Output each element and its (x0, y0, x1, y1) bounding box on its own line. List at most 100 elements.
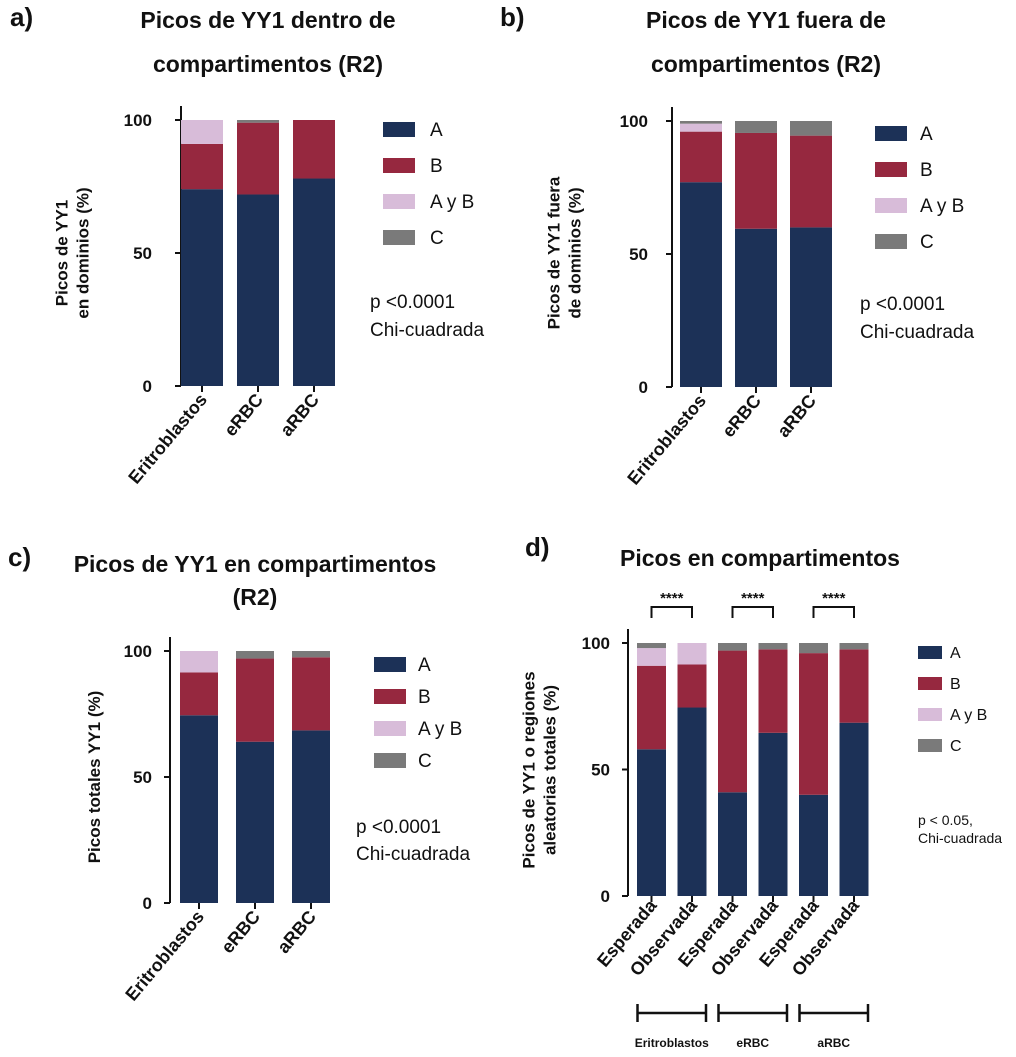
bar-segment-B (292, 657, 330, 731)
legend-swatch-A (875, 126, 907, 141)
chart-title: compartimentos (R2) (153, 51, 383, 77)
x-tick-label: aRBC (276, 390, 323, 440)
bar-segment-AyB (180, 651, 218, 673)
bar-segment-A (180, 715, 218, 903)
panel-c: c) Picos de YY1 en compartimentos (R2) Pico… (8, 542, 470, 1005)
bar-segment-AyB (680, 123, 722, 132)
significance-bracket (650, 606, 693, 618)
bar-segment-C (237, 120, 279, 123)
y-tick-label: 0 (143, 377, 152, 396)
bar-segment-C (799, 643, 828, 654)
y-tick-label: 100 (620, 112, 648, 131)
bar-segment-A (839, 722, 869, 896)
x-tick-label: Eritroblastos (124, 390, 211, 488)
legend-label: A y B (418, 719, 462, 740)
y-tick-label: 0 (143, 894, 152, 913)
y-axis-label-line: de dominios (%) (566, 187, 585, 318)
bar-segment-A (718, 792, 747, 896)
bar-segment-AyB (637, 648, 666, 666)
group-bracket (798, 1004, 870, 1022)
bar-segment-A (237, 194, 279, 386)
bar-segment-C (637, 643, 666, 649)
bar-segment-B (677, 664, 707, 708)
bar-segment-B (236, 658, 274, 742)
y-axis-label: Picos de YY1 o regiones aleatorias totale… (520, 671, 560, 868)
legend-label: C (920, 232, 934, 253)
y-tick-label: 100 (124, 111, 152, 130)
y-tick-label: 100 (582, 634, 610, 653)
bar-segment-B (237, 122, 279, 195)
stats-annotation: Chi-cuadrada (370, 320, 484, 341)
legend-label: A (950, 645, 961, 662)
bar-segment-A (735, 228, 777, 387)
y-tick-label: 100 (124, 642, 152, 661)
bar-segment-C (839, 643, 869, 650)
bar-segment-A (758, 732, 788, 896)
legend-swatch-C (374, 753, 406, 768)
bar-segment-B (680, 131, 722, 183)
significance-bracket (731, 606, 774, 618)
legend-swatch-AyB (383, 194, 415, 209)
significance-bracket (812, 606, 855, 618)
legend-label: B (418, 687, 431, 708)
y-axis-label: Picos de YY1 en dominios (%) (53, 187, 93, 318)
significance-stars: **** (822, 590, 846, 607)
stats-annotation: p <0.0001 (356, 817, 441, 838)
bar-segment-C (718, 643, 747, 651)
bar-segment-C (790, 121, 832, 136)
legend-label: C (418, 751, 432, 772)
bar-segment-B (758, 649, 788, 733)
x-tick-label: eRBC (217, 907, 264, 957)
legend-label: A y B (950, 707, 987, 724)
bar-segment-A (799, 794, 828, 896)
group-label: eRBC (736, 1036, 769, 1050)
y-axis-label: Picos de YY1 fuera de dominios (%) (545, 176, 585, 329)
bar-segment-B (735, 132, 777, 229)
bar-segment-AyB (677, 643, 707, 665)
bar-segment-A (293, 178, 335, 386)
chart-title: Picos de YY1 dentro de (140, 7, 395, 33)
legend-label: B (950, 676, 961, 693)
legend-label: A (430, 120, 443, 141)
x-tick-label: eRBC (220, 390, 267, 440)
bar-segment-AyB (181, 120, 223, 144)
chart-title: compartimentos (R2) (651, 51, 881, 77)
y-axis-label-line: Picos totales YY1 (%) (85, 691, 104, 864)
y-tick-label: 0 (601, 887, 610, 906)
legend-label: A (920, 124, 933, 145)
stats-annotation: p <0.0001 (860, 294, 945, 315)
bar-segment-B (181, 143, 223, 190)
x-tick-label: Eritroblastos (121, 907, 208, 1005)
y-tick-label: 50 (629, 245, 648, 264)
y-axis-label-line: Picos de YY1 o regiones (520, 671, 539, 868)
y-tick-label: 0 (639, 378, 648, 397)
group-label: Eritroblastos (635, 1036, 709, 1050)
significance-stars: **** (660, 590, 684, 607)
legend-swatch-C (875, 234, 907, 249)
bar-segment-C (680, 121, 722, 124)
group-bracket (636, 1004, 708, 1022)
panel-letter: d) (525, 532, 550, 562)
y-axis-label-line: en dominios (%) (74, 187, 93, 318)
bar-segment-A (790, 227, 832, 387)
bar-segment-B (790, 135, 832, 228)
bar-segment-C (292, 651, 330, 658)
panel-letter: c) (8, 542, 31, 572)
bar-segment-B (637, 665, 666, 750)
bar-segment-A (680, 182, 722, 387)
legend-label: B (430, 156, 443, 177)
y-axis-label-line: Picos de YY1 (53, 200, 72, 306)
chart-title: Picos de YY1 en compartimentos (74, 551, 437, 577)
legend-swatch-B (875, 162, 907, 177)
bar-segment-C (735, 121, 777, 133)
bar-segment-B (839, 649, 869, 723)
y-tick-label: 50 (133, 244, 152, 263)
y-tick-label: 50 (133, 768, 152, 787)
legend-label: C (950, 738, 962, 755)
chart-title: Picos de YY1 fuera de (646, 7, 886, 33)
legend-label: A y B (430, 192, 474, 213)
group-label: aRBC (817, 1036, 850, 1050)
legend-swatch-AyB (875, 198, 907, 213)
legend-swatch-C (918, 739, 942, 752)
